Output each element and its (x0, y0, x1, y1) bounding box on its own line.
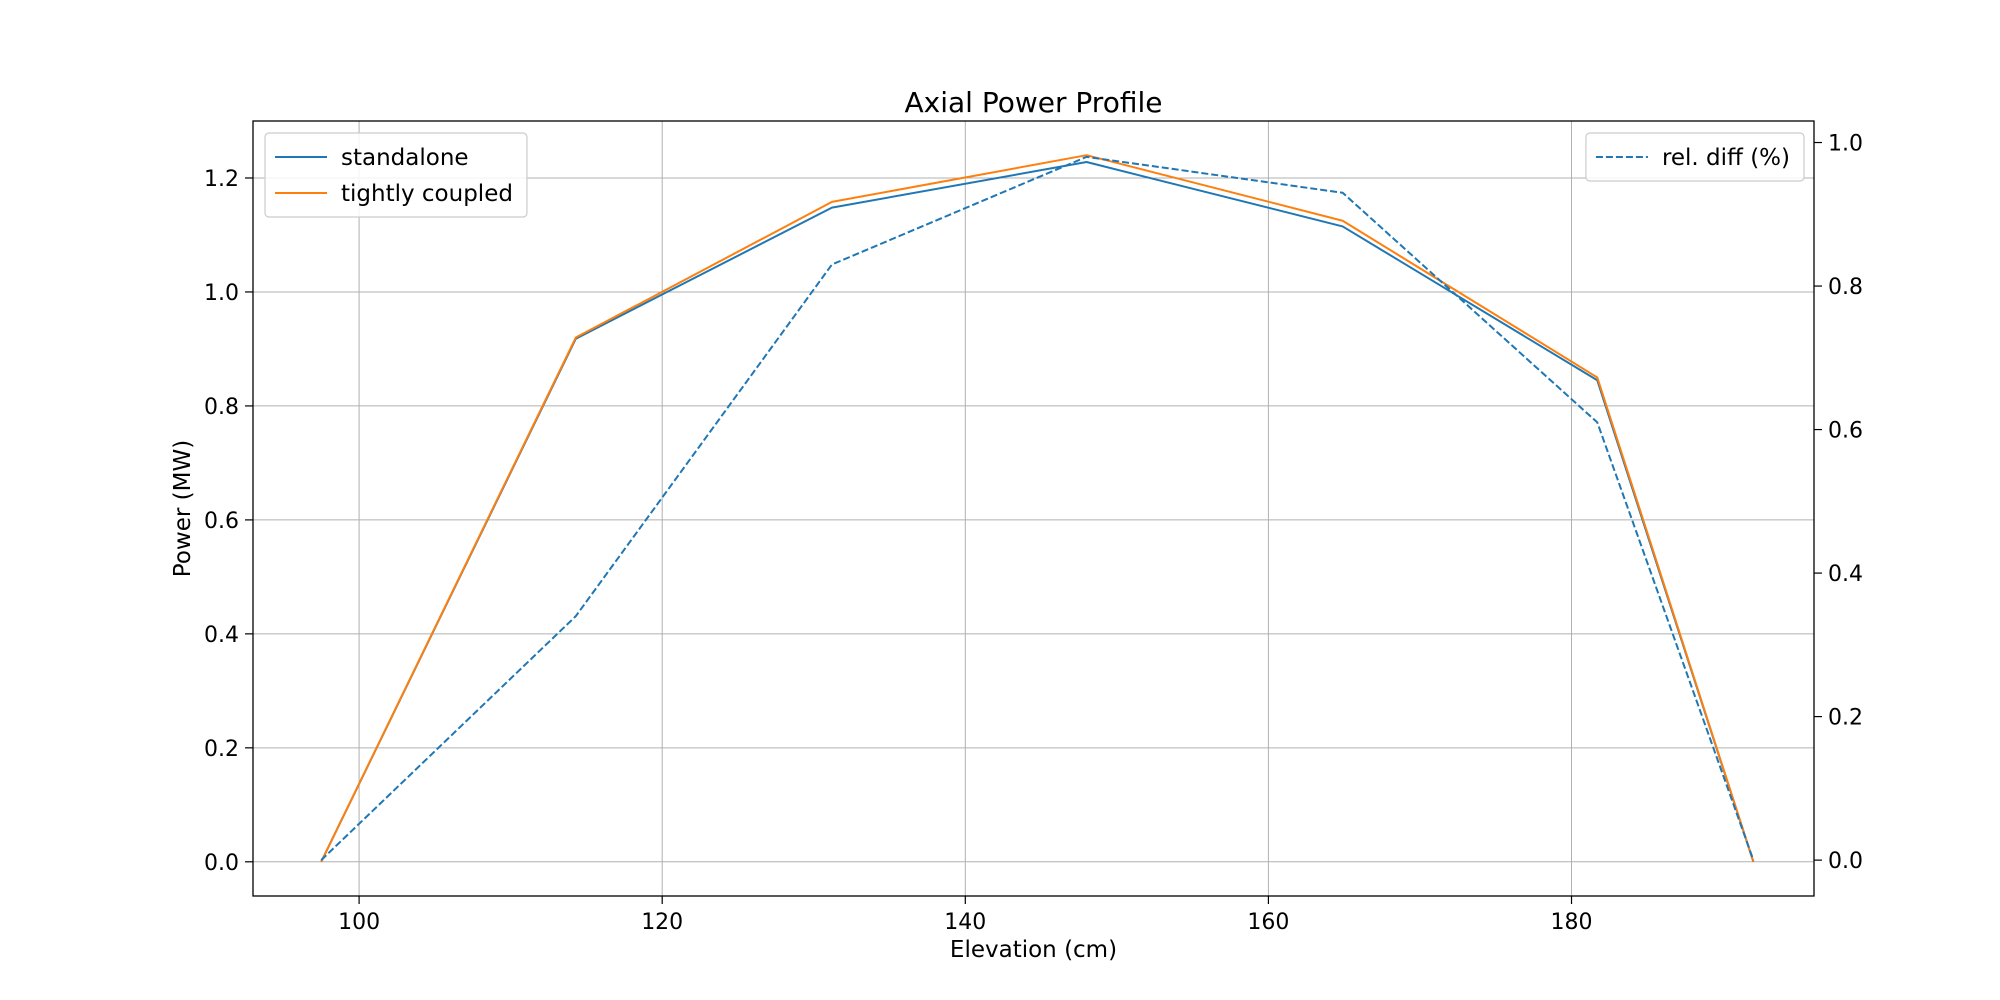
series-line-rel-diff (320, 155, 1755, 861)
legend-label: tightly coupled (341, 181, 513, 207)
y-tick-label: 1.0 (204, 281, 239, 306)
legend-label: rel. diff (%) (1662, 145, 1790, 171)
series-line-standalone (320, 161, 1755, 863)
grid-lines (253, 121, 1814, 896)
y2-tick-label: 0.2 (1828, 706, 1863, 731)
y2-tick-label: 1.0 (1828, 132, 1863, 157)
y-tick-label: 0.8 (204, 395, 239, 420)
chart-title: Axial Power Profile (905, 86, 1163, 119)
y2-tick-label: 0.8 (1828, 275, 1863, 300)
y2-tick-label: 0.6 (1828, 419, 1863, 444)
x-axis-label: Elevation (cm) (950, 937, 1117, 963)
y-tick-label: 0.6 (204, 509, 239, 534)
axis-ticks: 100 120 140 160 180 0.0 0.2 0.4 0.6 0.8 1.0 1.2 0.0 0… (204, 132, 1863, 935)
y2-tick-label: 0.4 (1828, 562, 1863, 587)
x-tick-label: 180 (1551, 910, 1593, 935)
y2-tick-label: 0.0 (1828, 849, 1863, 874)
y-tick-label: 0.0 (204, 851, 239, 876)
legend-box (264, 132, 528, 218)
x-tick-label: 160 (1247, 910, 1289, 935)
legend-box (1585, 132, 1805, 182)
y-tick-label: 0.2 (204, 737, 239, 762)
series-lines (320, 154, 1755, 863)
plot-frame (252, 120, 1815, 897)
y-tick-label: 0.4 (204, 623, 239, 648)
y-tick-label: 1.2 (204, 167, 239, 192)
series-line-tightly-coupled (320, 154, 1755, 863)
x-tick-label: 120 (641, 910, 683, 935)
legend-label: standalone (341, 145, 469, 171)
legend-right: rel. diff (%) (1585, 132, 1805, 182)
x-tick-label: 100 (338, 910, 380, 935)
legend-left: standalone tightly coupled (264, 132, 528, 218)
x-tick-label: 140 (944, 910, 986, 935)
y-axis-label: Power (MW) (170, 440, 196, 577)
